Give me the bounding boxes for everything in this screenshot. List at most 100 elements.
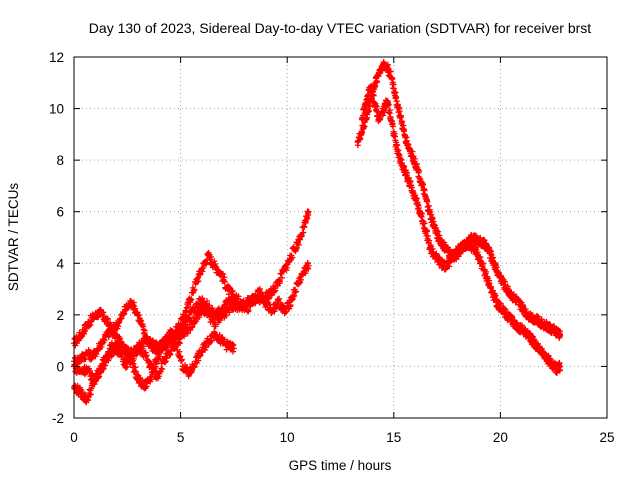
x-tick-label: 10 bbox=[280, 430, 295, 445]
interp-point bbox=[156, 353, 163, 360]
interp-point bbox=[406, 174, 413, 181]
interp-point bbox=[374, 79, 381, 86]
interp-point bbox=[409, 148, 416, 155]
interp-point bbox=[151, 365, 158, 372]
interp-point bbox=[386, 107, 393, 114]
interp-point bbox=[396, 108, 403, 115]
interp-point bbox=[365, 93, 372, 100]
interp-point bbox=[209, 305, 216, 312]
interp-point bbox=[95, 374, 102, 381]
interp-point bbox=[185, 303, 192, 310]
y-tick-label: 2 bbox=[56, 308, 64, 323]
x-tick-label: 15 bbox=[386, 430, 401, 445]
interp-point bbox=[97, 369, 104, 376]
interp-point bbox=[373, 103, 380, 110]
interp-point bbox=[421, 220, 428, 227]
axis-ticks: 0 5 10 15 20 25 -2 0 2 4 6 8 10 12 bbox=[49, 50, 615, 445]
interp-point bbox=[159, 366, 166, 373]
interp-point bbox=[100, 309, 107, 316]
interp-point bbox=[374, 108, 381, 115]
interp-point bbox=[398, 112, 405, 119]
interp-point bbox=[427, 209, 434, 216]
interp-point bbox=[490, 254, 497, 261]
interp-point bbox=[161, 359, 168, 366]
interp-point bbox=[258, 289, 265, 296]
interp-point bbox=[364, 99, 371, 106]
data-point bbox=[230, 345, 237, 352]
interp-point bbox=[424, 198, 431, 205]
y-tick-label: -2 bbox=[52, 411, 64, 426]
interp-point bbox=[293, 288, 300, 295]
interp-point bbox=[403, 170, 410, 177]
interp-point bbox=[139, 345, 146, 352]
interp-point bbox=[418, 210, 425, 217]
data-marks bbox=[71, 59, 564, 406]
y-tick-label: 4 bbox=[56, 256, 64, 271]
interp-point bbox=[492, 292, 499, 299]
interp-point bbox=[148, 376, 155, 383]
interp-point bbox=[104, 315, 111, 322]
interp-point bbox=[121, 310, 128, 317]
interp-point bbox=[188, 296, 195, 303]
interp-point bbox=[188, 367, 195, 374]
y-tick-label: 0 bbox=[56, 359, 64, 374]
interp-point bbox=[176, 340, 183, 347]
interp-point bbox=[505, 285, 512, 292]
series-arc-5 bbox=[237, 259, 312, 317]
interp-point bbox=[176, 348, 183, 355]
interp-point bbox=[229, 287, 236, 294]
interp-point bbox=[171, 333, 178, 340]
interp-point bbox=[278, 274, 285, 281]
interp-point bbox=[298, 276, 305, 283]
interp-point bbox=[206, 302, 213, 309]
interp-point bbox=[289, 254, 296, 261]
x-axis-label: GPS time / hours bbox=[289, 458, 392, 473]
interp-point bbox=[429, 215, 436, 222]
interp-point bbox=[141, 327, 148, 334]
interp-point bbox=[420, 181, 427, 188]
interp-point bbox=[229, 348, 236, 355]
interp-point bbox=[393, 98, 400, 105]
interp-point bbox=[498, 302, 505, 309]
interp-point bbox=[133, 351, 140, 358]
plot-frame bbox=[73, 56, 608, 419]
chart-title: Day 130 of 2023, Sidereal Day-to-day VTE… bbox=[89, 20, 591, 36]
x-tick-label: 25 bbox=[599, 430, 614, 445]
interp-point bbox=[483, 268, 490, 275]
interp-point bbox=[107, 350, 114, 357]
interp-point bbox=[87, 391, 94, 398]
interp-point bbox=[276, 295, 283, 302]
interp-point bbox=[434, 228, 441, 235]
interp-point bbox=[133, 368, 140, 375]
interp-point bbox=[272, 287, 279, 294]
data-point bbox=[557, 363, 564, 370]
interp-point bbox=[221, 278, 228, 285]
x-tick-label: 5 bbox=[177, 430, 185, 445]
interp-point bbox=[304, 215, 311, 222]
interp-point bbox=[441, 239, 448, 246]
interp-point bbox=[290, 293, 297, 300]
interp-point bbox=[399, 119, 406, 126]
interp-point bbox=[178, 356, 185, 363]
interp-point bbox=[300, 229, 307, 236]
interp-point bbox=[130, 355, 137, 362]
interp-point bbox=[191, 287, 198, 294]
y-tick-label: 8 bbox=[56, 153, 64, 168]
interp-point bbox=[367, 103, 374, 110]
y-tick-label: 12 bbox=[49, 50, 64, 65]
interp-point bbox=[183, 363, 190, 370]
interp-point bbox=[162, 358, 169, 365]
interp-point bbox=[256, 285, 263, 292]
y-tick-label: 6 bbox=[56, 205, 64, 220]
series-arc-7 bbox=[358, 82, 564, 376]
interp-point bbox=[208, 253, 215, 260]
interp-point bbox=[132, 364, 139, 371]
interp-point bbox=[123, 363, 130, 370]
interp-point bbox=[163, 342, 170, 349]
interp-point bbox=[534, 340, 541, 347]
interp-point bbox=[235, 293, 242, 300]
interp-point bbox=[112, 341, 119, 348]
x-tick-label: 0 bbox=[70, 430, 78, 445]
